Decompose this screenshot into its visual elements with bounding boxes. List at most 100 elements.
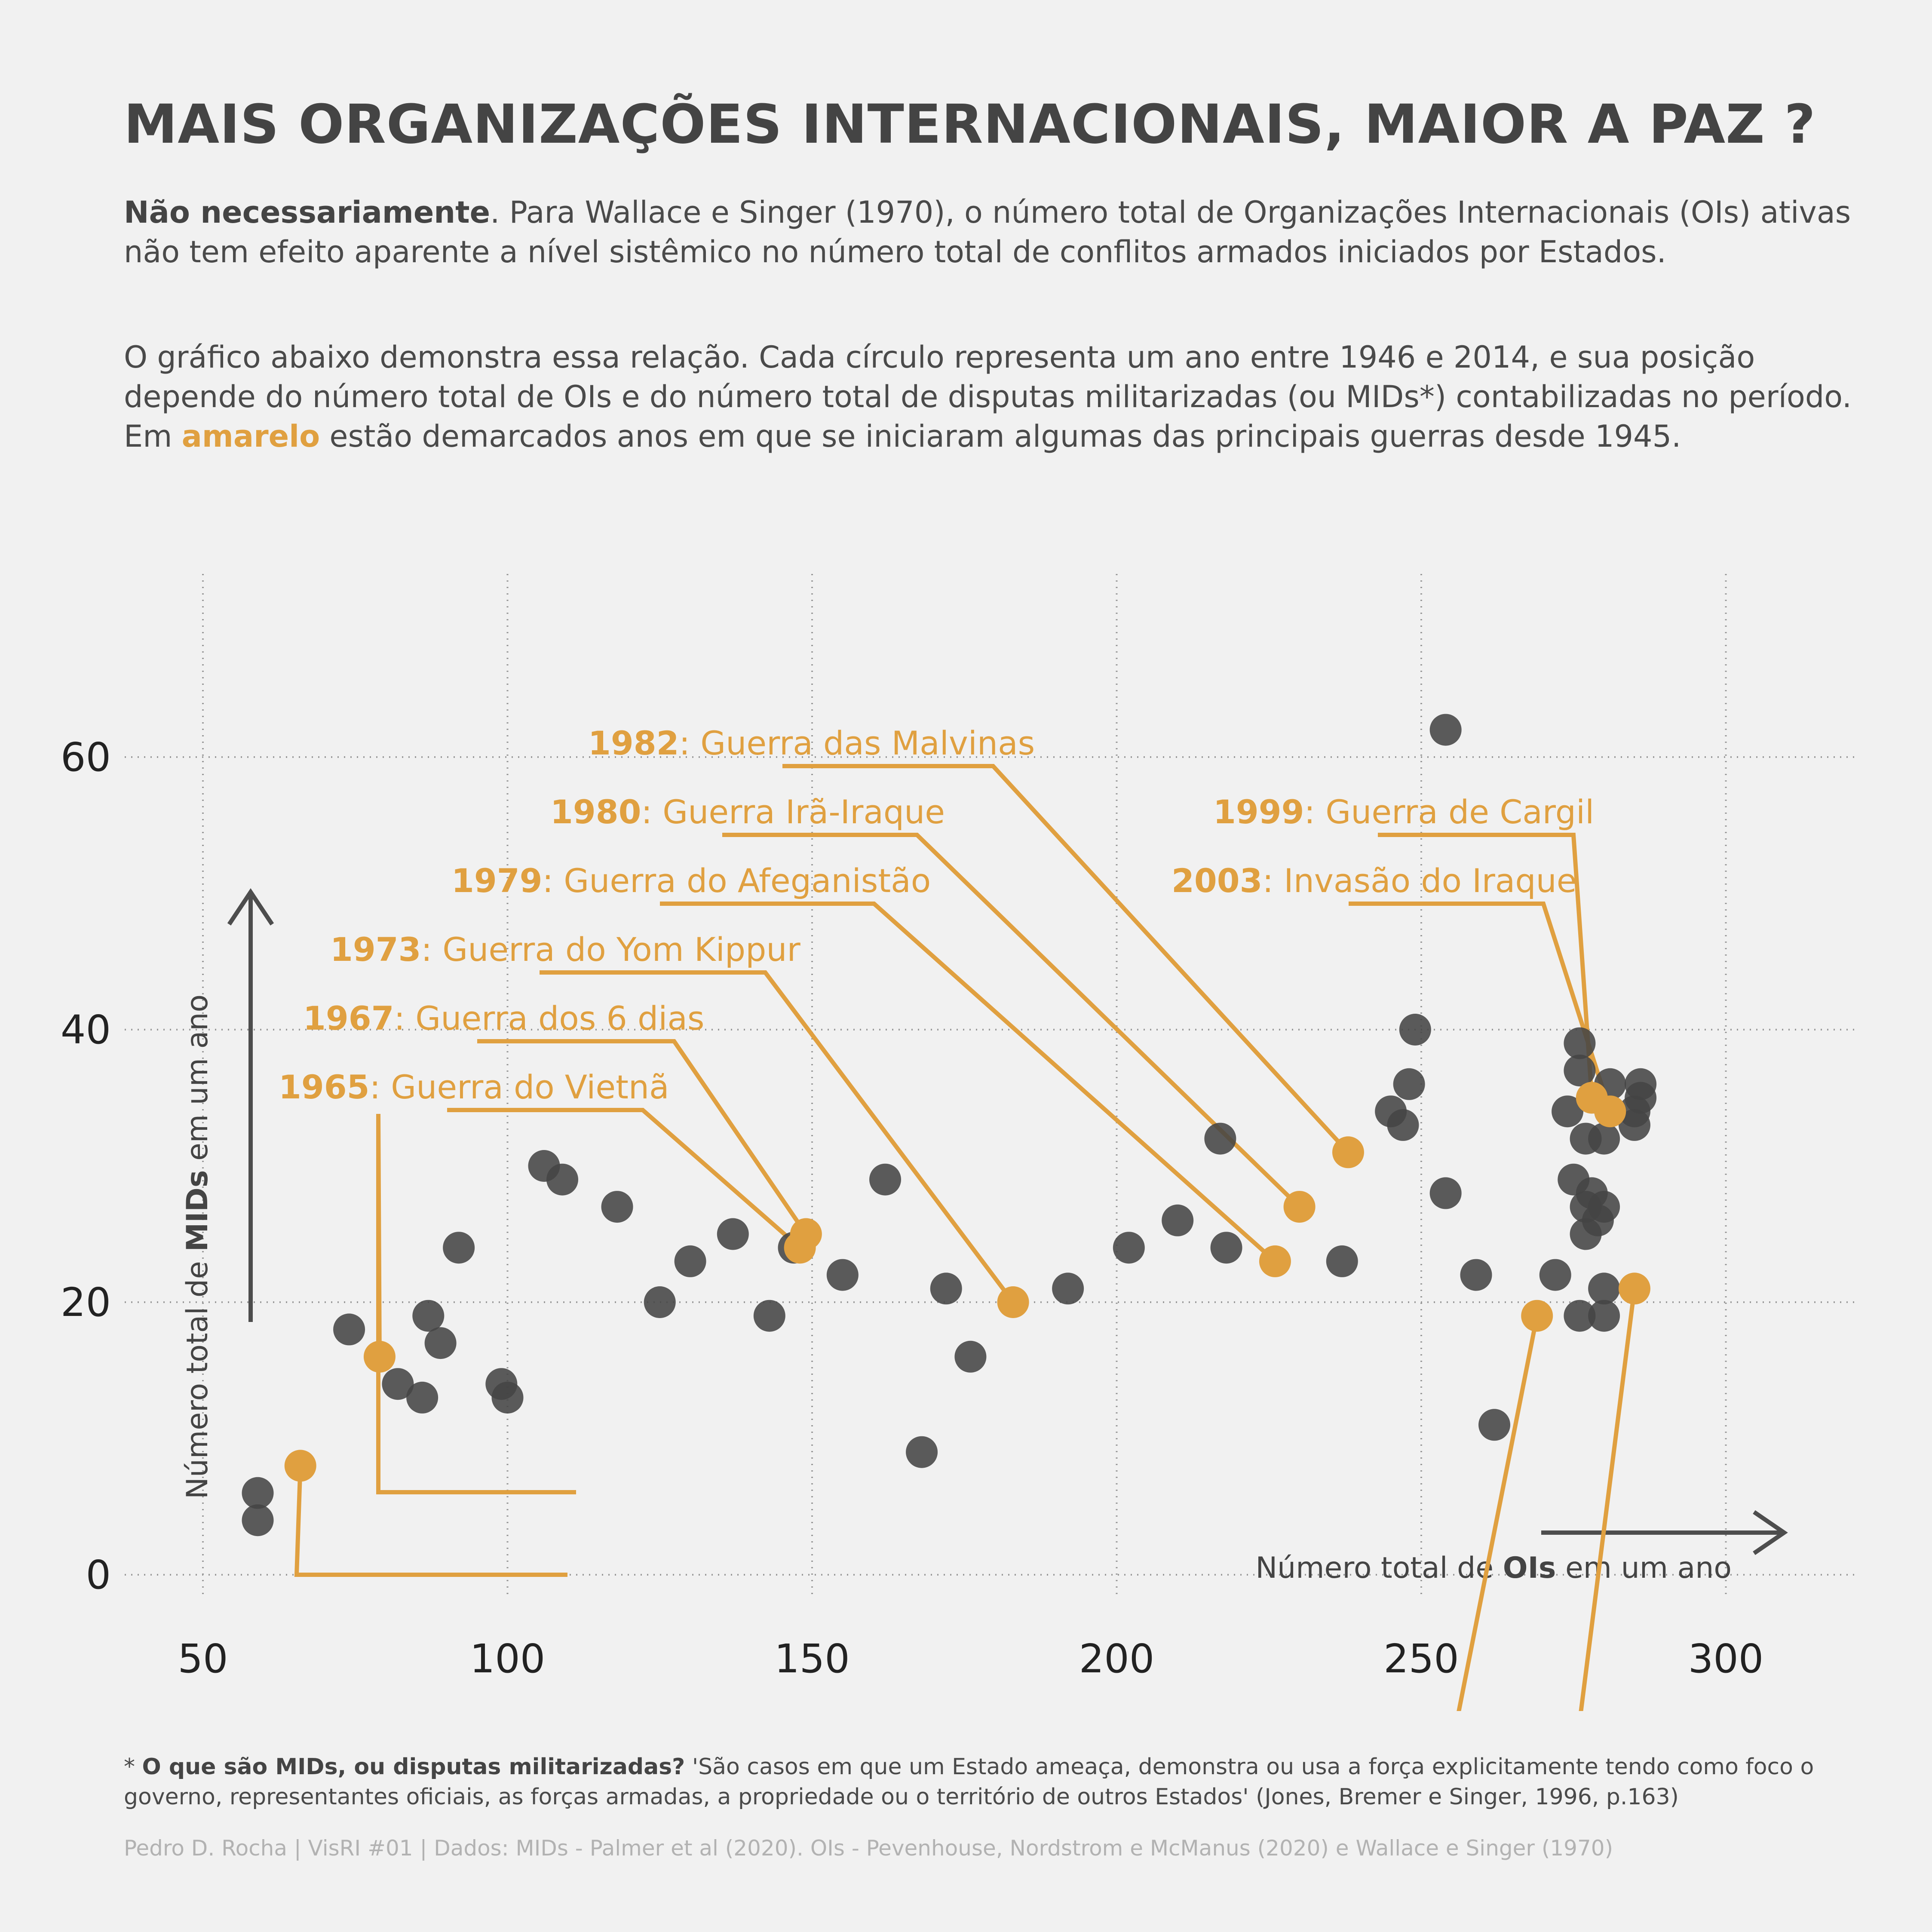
chart-title: MAIS ORGANIZAÇÕES INTERNACIONAIS, MAIOR …: [124, 93, 1816, 156]
data-point: [930, 1273, 962, 1305]
annotation-leader-line: [294, 1466, 567, 1577]
annotation-labels: 1948: 1ª Guerra Árabe-Israelense1950: Gu…: [279, 724, 1595, 1106]
annotation-year: 1973: [330, 930, 421, 969]
data-point: [1625, 1082, 1657, 1114]
annotation-label: 1967: Guerra dos 6 dias: [303, 999, 705, 1037]
highlight-point: [997, 1286, 1029, 1318]
data-point: [491, 1381, 524, 1414]
intro-bold-lead: Não necessariamente: [124, 195, 491, 230]
data-point: [1478, 1409, 1511, 1441]
highlight-point: [363, 1340, 396, 1373]
data-point: [954, 1340, 987, 1373]
data-point: [753, 1300, 785, 1332]
annotation-leader-line: [376, 1113, 576, 1494]
x-tick-label: 250: [1383, 1636, 1459, 1682]
y-tick-label: 60: [61, 734, 111, 780]
y-axis-label: Número total de MIDs em um ano: [181, 994, 215, 1499]
annotation-war: : Invasão do Iraque: [1263, 862, 1577, 900]
y-tick-label: 20: [61, 1279, 111, 1325]
data-point: [826, 1259, 859, 1291]
data-point: [1564, 1055, 1596, 1087]
annotation-leader-line: [1457, 1315, 1539, 1711]
data-point: [1588, 1300, 1620, 1332]
x-axis-label-bold: OIs: [1503, 1551, 1556, 1585]
annotation-war: : Guerra do Afeganistão: [543, 862, 931, 900]
data-point: [1393, 1068, 1425, 1100]
annotation-year: 1979: [451, 862, 543, 900]
credits: Pedro D. Rocha | VisRI #01 | Dados: MIDs…: [124, 1836, 1613, 1861]
x-tick-label: 200: [1079, 1636, 1155, 1682]
intro-paragraph-1: Não necessariamente. Para Wallace e Sing…: [124, 193, 1852, 272]
footnote-star: *: [124, 1754, 142, 1780]
footnote: * O que são MIDs, ou disputas militariza…: [124, 1752, 1869, 1812]
annotation-leader-line: [540, 970, 1015, 1304]
annotation-war: : Guerra do Yom Kippur: [421, 930, 801, 969]
data-point: [1552, 1095, 1584, 1128]
data-point: [1429, 1177, 1462, 1209]
x-axis-label-post: em um ano: [1556, 1551, 1732, 1585]
y-tick-label: 40: [61, 1007, 111, 1053]
tick-labels: 50 100 150 200 250 300 0 20 40 60: [61, 734, 1763, 1682]
data-points: [242, 714, 1657, 1536]
data-point: [1052, 1273, 1084, 1305]
data-point: [674, 1245, 706, 1277]
data-point: [1539, 1259, 1571, 1291]
highlight-point: [790, 1218, 822, 1250]
footnote-question: O que são MIDs, ou disputas militarizada…: [142, 1754, 685, 1780]
data-point: [1162, 1204, 1194, 1236]
data-point: [443, 1232, 475, 1264]
annotation-label: 1982: Guerra das Malvinas: [588, 724, 1035, 762]
annotation-leader-line: [1579, 1288, 1637, 1711]
intro-paragraph-2: O gráfico abaixo demonstra essa relação.…: [124, 337, 1852, 456]
data-point: [1113, 1232, 1145, 1264]
annotation-leader-line: [1378, 833, 1594, 1098]
annotation-leader-line: [447, 1108, 801, 1249]
intro-text-2a: O gráfico abaixo demonstra essa relação.…: [124, 340, 1852, 454]
data-point: [1429, 714, 1462, 746]
x-tick-label: 150: [774, 1636, 850, 1682]
annotation-leaders: [294, 764, 1637, 1711]
annotation-year: 1965: [279, 1068, 370, 1106]
annotation-label: 1973: Guerra do Yom Kippur: [330, 930, 801, 969]
y-axis-label-post: em um ano: [181, 994, 215, 1170]
highlight-point: [1521, 1300, 1553, 1332]
y-axis-arrow-icon: [227, 888, 274, 1322]
annotation-year: 1980: [550, 793, 641, 831]
annotation-war: : Guerra Irã-Iraque: [641, 793, 945, 831]
data-point: [1387, 1109, 1419, 1141]
data-point: [1204, 1122, 1236, 1155]
data-point: [1588, 1191, 1620, 1223]
intro-text-1: . Para Wallace e Singer (1970), o número…: [124, 195, 1851, 270]
x-axis-label: Número total de OIs em um ano: [1255, 1551, 1732, 1585]
highlight-point: [1283, 1191, 1316, 1223]
axis-arrows: [227, 888, 1788, 1555]
intro-highlight-word: amarelo: [181, 419, 320, 454]
highlight-point: [1618, 1273, 1650, 1305]
annotation-label: 2003: Invasão do Iraque: [1171, 862, 1577, 900]
y-tick-label: 0: [86, 1552, 111, 1598]
annotation-year: 1982: [588, 724, 679, 762]
highlight-point: [1332, 1136, 1364, 1168]
annotation-war: : Guerra dos 6 dias: [394, 999, 705, 1037]
annotation-war: : Guerra do Vietnã: [370, 1068, 669, 1106]
footnote-text: 'São casos em que um Estado ameaça, demo…: [124, 1754, 1814, 1810]
scatter-chart: Número total de MIDs em um ano Número to…: [61, 574, 1857, 1711]
annotation-war: : Guerra das Malvinas: [679, 724, 1035, 762]
annotation-label: 1979: Guerra do Afeganistão: [451, 862, 931, 900]
annotation-leader-line: [782, 764, 1350, 1154]
intro-text-2b: estão demarcados anos em que se iniciara…: [320, 419, 1681, 454]
x-axis-label-pre: Número total de: [1255, 1551, 1503, 1585]
data-point: [906, 1436, 938, 1468]
x-tick-label: 50: [178, 1636, 228, 1682]
data-point: [1326, 1245, 1358, 1277]
data-point: [644, 1286, 676, 1318]
annotation-year: 2003: [1171, 862, 1263, 900]
annotation-label: 1980: Guerra Irã-Iraque: [550, 793, 945, 831]
annotation-leader-line: [660, 902, 1277, 1263]
data-point: [717, 1218, 749, 1250]
data-point: [1399, 1014, 1431, 1046]
y-axis-label-bold: MIDs: [181, 1170, 215, 1252]
data-point: [1618, 1109, 1650, 1141]
data-point: [412, 1300, 445, 1332]
annotation-war: : Guerra de Cargil: [1304, 793, 1595, 831]
